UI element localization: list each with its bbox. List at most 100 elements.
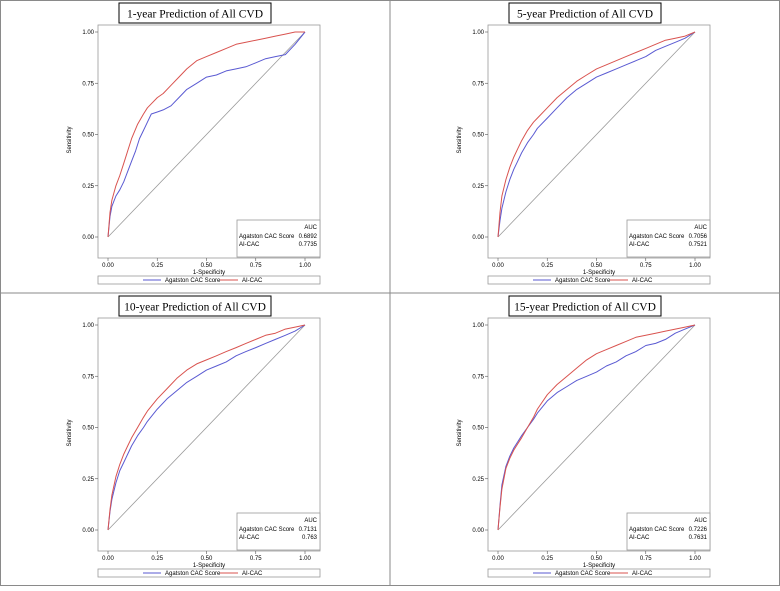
roc-panel-2: 5-year Prediction of All CVD 0.00 0.25 0.50… [457, 2, 711, 285]
roc-curve-agatston [107, 324, 306, 531]
y-tick-label: 0.25 [472, 477, 484, 483]
plot-frame [487, 317, 711, 552]
x-tick-label: 0.75 [250, 263, 262, 269]
y-tick-label: 1.00 [472, 30, 484, 36]
x-tick-label: 0.75 [640, 263, 652, 269]
legend-label: AI-CAC [632, 278, 653, 284]
y-tick-label: 0.25 [472, 184, 484, 190]
chart-title-box [118, 295, 272, 317]
y-tick-label: 0.50 [82, 426, 94, 432]
x-tick-label: 0.75 [640, 556, 652, 562]
roc-curve-ai-cac [107, 31, 305, 238]
x-tick-label: 0.00 [102, 556, 114, 562]
chart-title-box [118, 2, 272, 24]
x-tick-label: 0.50 [201, 556, 213, 562]
auc-value: 0.7521 [689, 242, 708, 248]
y-tick-label: 0.50 [82, 133, 94, 139]
reference-diagonal [497, 324, 696, 531]
x-tick-label: 1.00 [299, 263, 311, 269]
y-tick-label: 0.25 [82, 477, 94, 483]
x-tick-label: 1.00 [299, 556, 311, 562]
auc-value: 0.6892 [299, 234, 318, 240]
legend-label: AI-CAC [242, 278, 263, 284]
legend-label: Agatston CAC Score [165, 571, 221, 577]
auc-header: AUC [694, 225, 707, 231]
auc-header: AUC [304, 518, 317, 524]
roc-curve-agatston [497, 324, 696, 531]
auc-series-name: AI-CAC [629, 242, 650, 248]
x-tick-label: 0.00 [492, 556, 504, 562]
y-tick-label: 1.00 [82, 323, 94, 329]
legend-box [97, 275, 321, 285]
roc-curve-agatston [497, 31, 696, 238]
y-axis-label: Sensitivity [457, 126, 463, 153]
auc-series-name: Agatston CAC Score [629, 527, 685, 533]
auc-value: 0.7631 [689, 535, 708, 541]
y-tick-label: 0.00 [472, 235, 484, 241]
y-tick-label: 1.00 [472, 323, 484, 329]
y-tick-label: 1.00 [82, 30, 94, 36]
x-tick-label: 1.00 [689, 556, 701, 562]
plot-frame [97, 24, 321, 259]
auc-box [626, 219, 711, 258]
auc-series-name: Agatston CAC Score [239, 234, 295, 240]
auc-value: 0.7735 [299, 242, 318, 248]
auc-value: 0.7131 [299, 527, 318, 533]
roc-curve-ai-cac [497, 31, 696, 238]
x-tick-label: 0.00 [102, 263, 114, 269]
legend-box [487, 568, 711, 578]
x-axis-label: 1-Specificity [193, 563, 225, 569]
chart-title: 1-year Prediction of All CVD [127, 9, 263, 21]
x-tick-label: 0.25 [541, 263, 553, 269]
y-tick-label: 0.00 [472, 528, 484, 534]
auc-box [236, 512, 321, 551]
auc-box [236, 219, 321, 258]
x-tick-label: 0.75 [250, 556, 262, 562]
legend-box [97, 568, 321, 578]
legend-label: AI-CAC [242, 571, 263, 577]
chart-title-box [508, 2, 662, 24]
plot-frame [97, 317, 321, 552]
legend-label: Agatston CAC Score [165, 278, 221, 284]
x-tick-label: 0.00 [492, 263, 504, 269]
y-tick-label: 0.75 [82, 374, 94, 380]
roc-curve-agatston [107, 31, 306, 238]
auc-box [626, 512, 711, 551]
chart-title-box [508, 295, 662, 317]
legend-label: AI-CAC [632, 571, 653, 577]
x-tick-label: 0.25 [151, 556, 163, 562]
roc-panel-4: 15-year Prediction of All CVD 0.00 0.25 0.5… [457, 295, 711, 578]
x-tick-label: 0.50 [201, 263, 213, 269]
y-tick-label: 0.00 [82, 528, 94, 534]
y-tick-label: 0.25 [82, 184, 94, 190]
roc-curve-ai-cac [497, 324, 696, 531]
auc-series-name: AI-CAC [239, 535, 260, 541]
roc-panel-1: 1-year Prediction of All CVD 0.00 0.25 0.50… [67, 2, 321, 285]
x-axis-label: 1-Specificity [583, 563, 615, 569]
chart-title: 5-year Prediction of All CVD [517, 9, 653, 21]
roc-curve-ai-cac [107, 324, 306, 531]
y-tick-label: 0.75 [82, 81, 94, 87]
y-axis-label: Sensitivity [457, 419, 463, 446]
auc-series-name: Agatston CAC Score [239, 527, 295, 533]
y-tick-label: 0.50 [472, 133, 484, 139]
auc-series-name: AI-CAC [629, 535, 650, 541]
x-tick-label: 0.50 [591, 263, 603, 269]
x-tick-label: 0.25 [541, 556, 553, 562]
y-axis-label: Sensitivity [67, 419, 73, 446]
reference-diagonal [497, 31, 696, 238]
legend-label: Agatston CAC Score [555, 278, 611, 284]
x-tick-label: 1.00 [689, 263, 701, 269]
plot-frame [487, 24, 711, 259]
auc-header: AUC [694, 518, 707, 524]
auc-series-name: Agatston CAC Score [629, 234, 685, 240]
y-tick-label: 0.75 [472, 81, 484, 87]
auc-header: AUC [304, 225, 317, 231]
y-tick-label: 0.00 [82, 235, 94, 241]
auc-series-name: AI-CAC [239, 242, 260, 248]
x-axis-label: 1-Specificity [583, 270, 615, 276]
y-tick-label: 0.75 [472, 374, 484, 380]
reference-diagonal [107, 324, 306, 531]
